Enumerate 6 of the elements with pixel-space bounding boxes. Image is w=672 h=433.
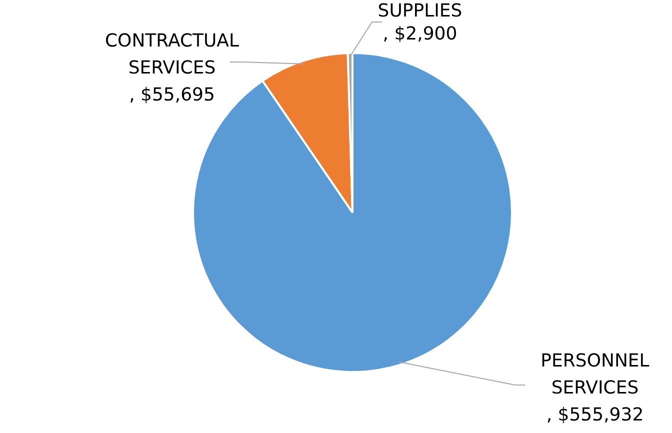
data-label: , $2,900: [382, 24, 458, 45]
data-label: , $555,932: [546, 404, 644, 426]
slice-label: SUPPLIES: [378, 0, 462, 22]
slice-label: CONTRACTUAL SERVICES: [104, 30, 240, 79]
data-label: , $55,695: [129, 84, 215, 106]
slice-label: PERSONNEL SERVICES: [540, 350, 650, 399]
